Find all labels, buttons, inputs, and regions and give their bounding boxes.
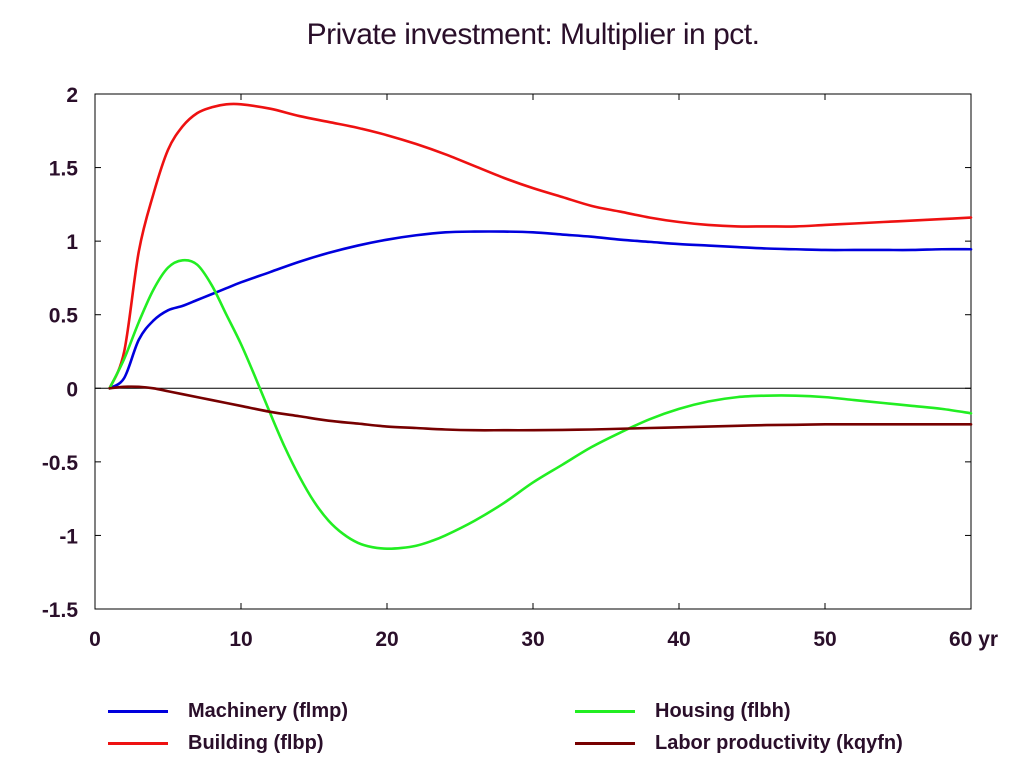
y-tick-label: 2 — [66, 84, 78, 107]
legend: Machinery (flmp) Housing (flbh) Building… — [0, 697, 1024, 767]
legend-label-labor-productivity: Labor productivity (kqyfn) — [655, 731, 903, 754]
y-tick-label: -1.5 — [42, 599, 79, 622]
legend-swatch-labor-productivity — [575, 741, 635, 745]
legend-item-housing: Housing (flbh) — [575, 697, 791, 725]
line-chart: 2 1.5 1 0.5 0 -0.5 -1 -1.5 0 10 20 30 40 50 60 yr — [42, 84, 998, 651]
y-tick-label: 1 — [66, 231, 78, 254]
x-tick-label: 20 — [375, 628, 398, 651]
plot-frame — [94, 93, 972, 610]
legend-label-building: Building (flbp) — [188, 731, 324, 754]
series-line-labor-productivity — [108, 385, 973, 432]
x-tick-label: 30 — [521, 628, 544, 651]
legend-swatch-building — [108, 741, 168, 745]
y-tick-label: -0.5 — [42, 452, 79, 475]
legend-label-housing: Housing (flbh) — [655, 699, 791, 722]
legend-label-machinery: Machinery (flmp) — [188, 699, 349, 722]
series-group — [108, 102, 973, 550]
x-tick-label: 40 — [667, 628, 690, 651]
legend-item-machinery: Machinery (flmp) — [108, 697, 348, 725]
y-tick-label: 0 — [66, 378, 78, 401]
x-tick-label: 0 — [89, 628, 101, 651]
x-tick-label: 10 — [229, 628, 252, 651]
x-axis: 0 10 20 30 40 50 60 yr — [89, 94, 998, 651]
x-tick-label: 50 — [813, 628, 836, 651]
y-tick-label: 1.5 — [49, 158, 79, 181]
x-tick-label: 60 yr — [949, 628, 998, 651]
y-tick-label: -1 — [59, 525, 78, 548]
chart-title: Private investment: Multiplier in pct. — [306, 18, 760, 51]
series-line-machinery — [108, 230, 973, 390]
series-line-building — [108, 102, 973, 390]
series-line-housing — [108, 258, 973, 550]
legend-item-building: Building (flbp) — [108, 729, 324, 757]
y-tick-label: 0.5 — [49, 305, 79, 328]
legend-swatch-housing — [575, 709, 635, 713]
plot-area-border — [94, 93, 972, 610]
y-axis: 2 1.5 1 0.5 0 -0.5 -1 -1.5 — [42, 84, 971, 622]
legend-swatch-machinery — [108, 709, 168, 713]
legend-item-labor-productivity: Labor productivity (kqyfn) — [575, 729, 903, 757]
